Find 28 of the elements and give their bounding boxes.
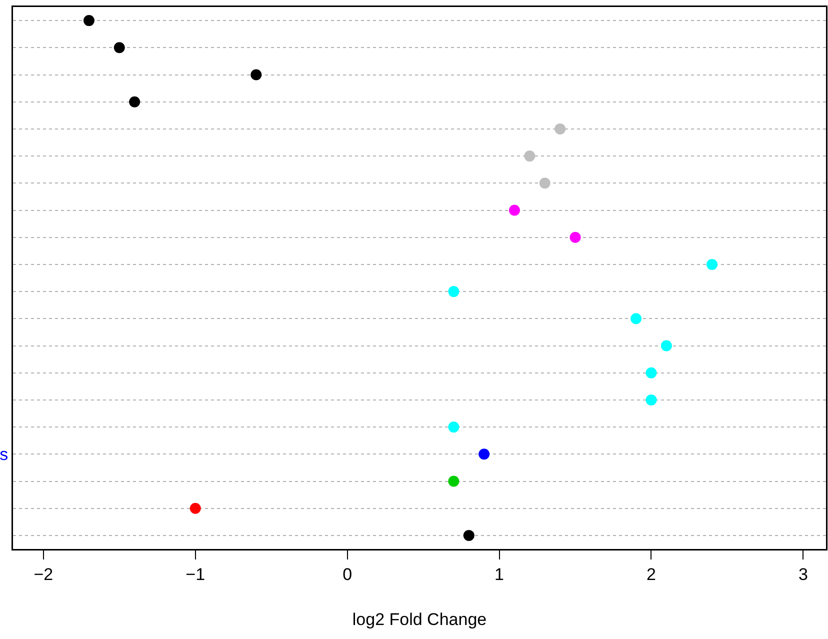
point (448, 476, 460, 487)
point (448, 286, 460, 298)
x-tick-label: 1 (494, 564, 504, 584)
point (83, 15, 94, 26)
point (539, 178, 550, 189)
point (448, 422, 460, 433)
x-tick-label: −1 (186, 564, 206, 584)
point (250, 69, 262, 80)
point (660, 340, 672, 352)
x-tick-label: −2 (34, 564, 54, 584)
point (190, 502, 201, 514)
point (570, 232, 581, 243)
point (554, 123, 566, 134)
point (478, 448, 490, 460)
point (706, 258, 718, 270)
x-tick-label: 0 (342, 564, 352, 584)
point (646, 394, 657, 406)
point (646, 367, 657, 378)
point (508, 204, 520, 216)
point (129, 96, 140, 108)
point (114, 42, 125, 54)
point (630, 313, 642, 324)
point (524, 150, 536, 162)
point (463, 530, 474, 541)
x-tick-label: 2 (646, 564, 656, 584)
x-axis-title: log2 Fold Change (352, 610, 487, 630)
x-tick-label: 3 (798, 564, 808, 584)
y-tick-label: s (0, 445, 8, 464)
